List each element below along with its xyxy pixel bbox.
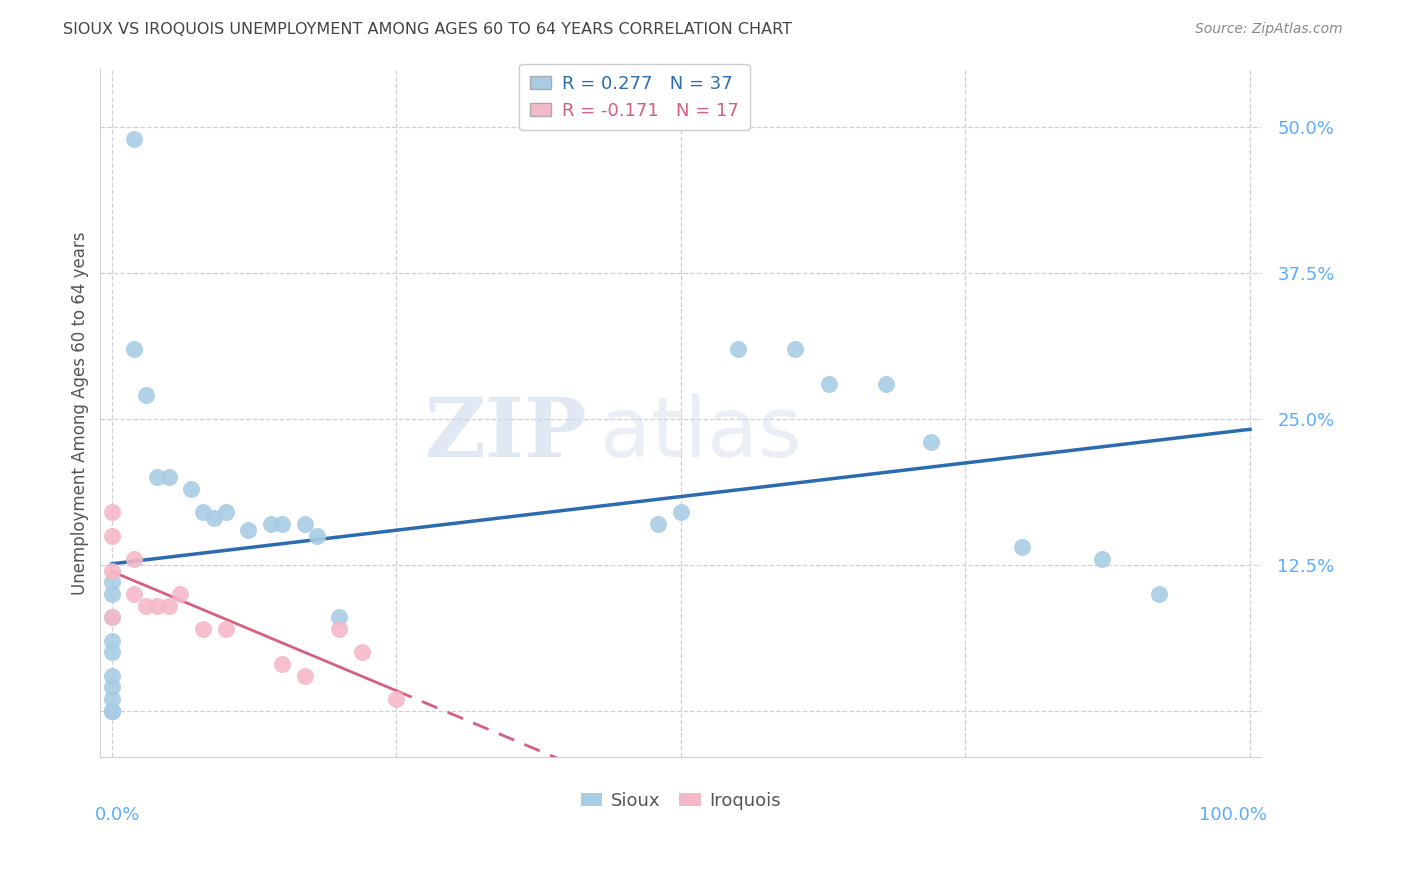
Point bbox=[238, 523, 260, 537]
Point bbox=[100, 575, 122, 590]
Point bbox=[135, 388, 157, 402]
Point bbox=[100, 681, 122, 695]
Point bbox=[385, 692, 408, 706]
Point bbox=[100, 704, 122, 718]
Point bbox=[100, 668, 122, 682]
Point bbox=[124, 342, 146, 356]
Point bbox=[1147, 587, 1170, 601]
Point bbox=[260, 516, 283, 531]
Point bbox=[124, 552, 146, 566]
Point bbox=[100, 704, 122, 718]
Point bbox=[100, 610, 122, 624]
Legend: Sioux, Iroquois: Sioux, Iroquois bbox=[574, 785, 789, 817]
Point bbox=[214, 505, 236, 519]
Point bbox=[100, 692, 122, 706]
Point bbox=[214, 622, 236, 636]
Text: atlas: atlas bbox=[599, 393, 801, 475]
Point bbox=[783, 342, 806, 356]
Point bbox=[146, 470, 169, 484]
Text: Source: ZipAtlas.com: Source: ZipAtlas.com bbox=[1195, 22, 1343, 37]
Point bbox=[647, 516, 669, 531]
Point bbox=[669, 505, 692, 519]
Point bbox=[294, 516, 316, 531]
Text: ZIP: ZIP bbox=[426, 393, 588, 474]
Point bbox=[100, 704, 122, 718]
Point bbox=[100, 633, 122, 648]
Point bbox=[100, 610, 122, 624]
Point bbox=[100, 505, 122, 519]
Point bbox=[1091, 552, 1114, 566]
Point bbox=[875, 376, 897, 391]
Point bbox=[169, 587, 191, 601]
Point bbox=[100, 528, 122, 542]
Point bbox=[294, 668, 316, 682]
Point bbox=[305, 528, 328, 542]
Point bbox=[157, 599, 180, 613]
Point bbox=[100, 587, 122, 601]
Point bbox=[157, 470, 180, 484]
Text: SIOUX VS IROQUOIS UNEMPLOYMENT AMONG AGES 60 TO 64 YEARS CORRELATION CHART: SIOUX VS IROQUOIS UNEMPLOYMENT AMONG AGE… bbox=[63, 22, 792, 37]
Point bbox=[191, 622, 214, 636]
Point bbox=[124, 131, 146, 145]
Y-axis label: Unemployment Among Ages 60 to 64 years: Unemployment Among Ages 60 to 64 years bbox=[72, 231, 89, 595]
Point bbox=[271, 516, 294, 531]
Point bbox=[135, 599, 157, 613]
Point bbox=[100, 704, 122, 718]
Point bbox=[328, 622, 350, 636]
Point bbox=[100, 564, 122, 578]
Point bbox=[271, 657, 294, 671]
Point bbox=[124, 587, 146, 601]
Point bbox=[1011, 540, 1033, 554]
Point bbox=[202, 511, 225, 525]
Point bbox=[818, 376, 841, 391]
Point bbox=[328, 610, 350, 624]
Point bbox=[352, 645, 374, 659]
Point bbox=[100, 645, 122, 659]
Point bbox=[180, 482, 202, 496]
Point bbox=[727, 342, 749, 356]
Point bbox=[191, 505, 214, 519]
Text: 100.0%: 100.0% bbox=[1199, 805, 1267, 823]
Text: 0.0%: 0.0% bbox=[94, 805, 141, 823]
Point bbox=[920, 435, 942, 450]
Point bbox=[146, 599, 169, 613]
